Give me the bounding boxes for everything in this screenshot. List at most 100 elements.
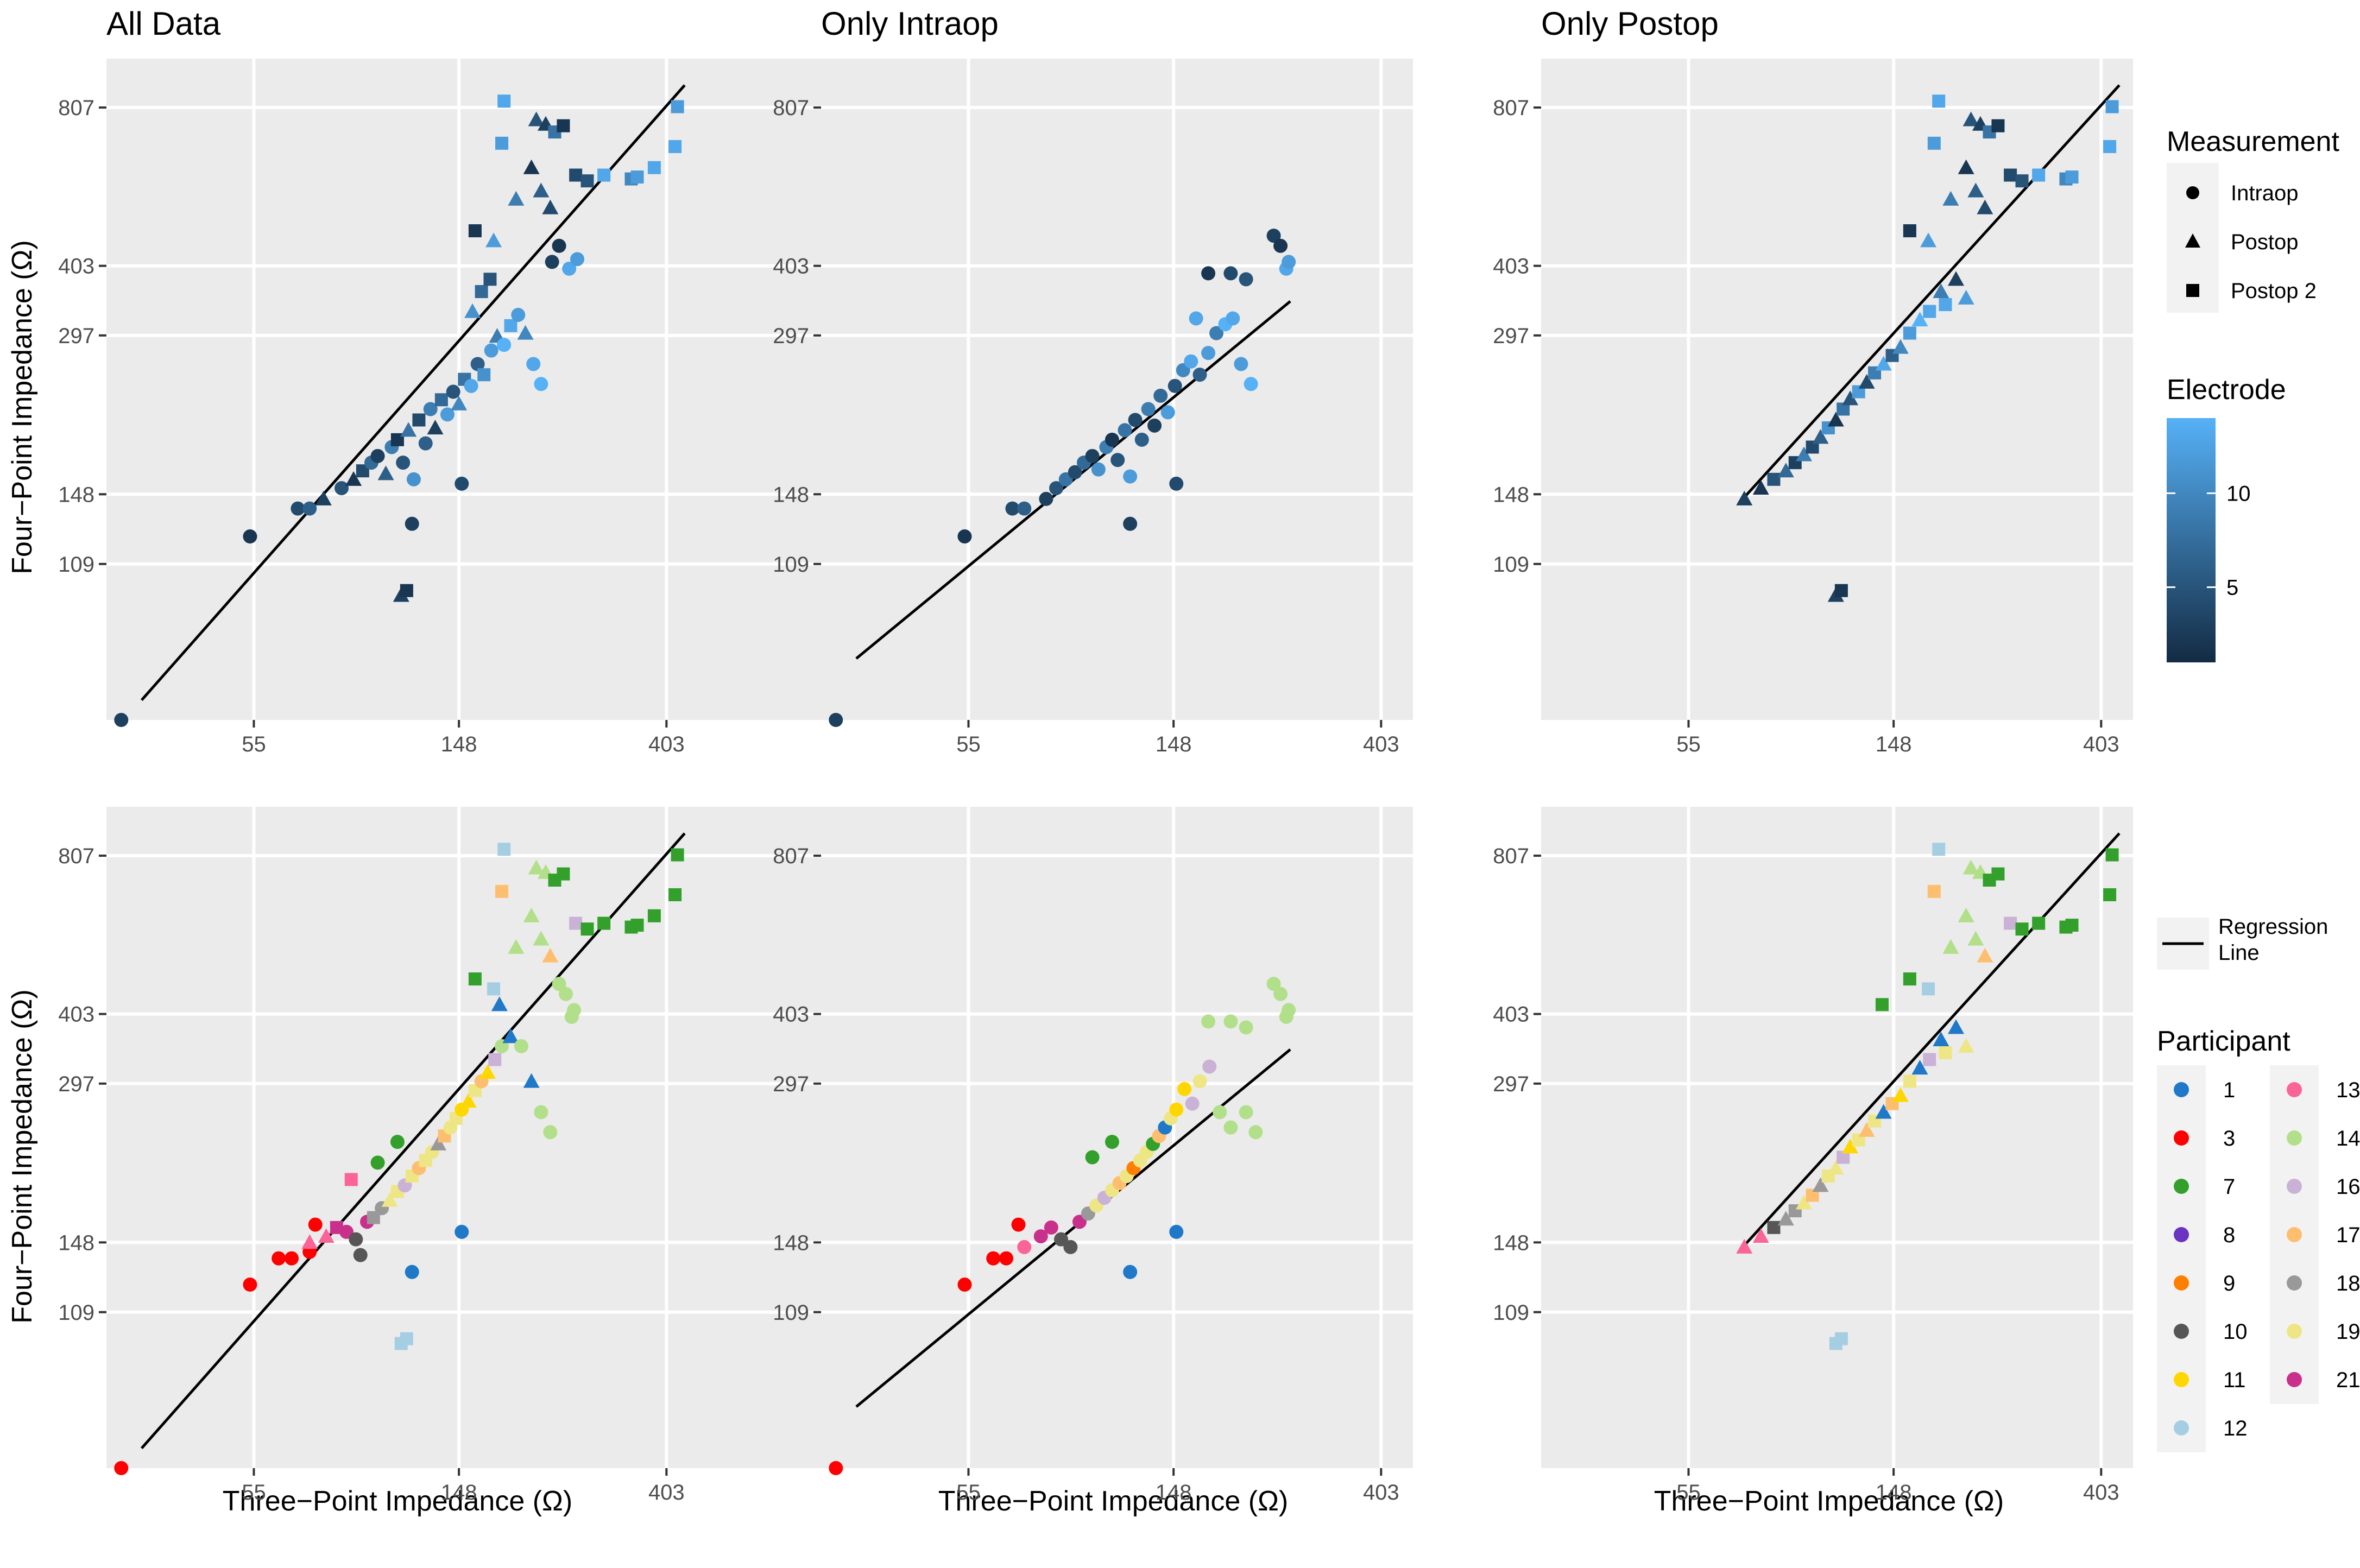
data-point-intraop — [1177, 1082, 1192, 1096]
data-point-postop2 — [1903, 972, 1916, 986]
legend-participant-swatch — [2287, 1179, 2302, 1194]
data-point-postop2 — [2065, 170, 2079, 184]
x-tick-label: 55 — [242, 732, 266, 756]
data-point-intraop — [1044, 1220, 1058, 1235]
legend-participant-label: 3 — [2223, 1127, 2235, 1150]
data-point-postop — [1777, 463, 1794, 478]
data-point-postop — [1911, 1060, 1928, 1075]
data-point-postop2 — [1991, 119, 2005, 132]
data-point-postop2 — [1903, 224, 1916, 238]
y-tick-label: 148 — [58, 483, 94, 507]
data-point-intraop — [335, 481, 349, 496]
y-tick-label: 109 — [773, 1301, 809, 1325]
data-point-postop2 — [1767, 1221, 1781, 1234]
x-tick-label: 55 — [956, 732, 981, 756]
y-tick-label: 297 — [58, 1072, 94, 1096]
panel: 55 148 403 109 148 297 403 807 — [58, 807, 869, 1504]
data-point-postop — [1892, 1087, 1909, 1102]
data-point-postop — [523, 159, 540, 174]
data-point-postop — [528, 111, 545, 127]
electrode-colorbar-ticks: 5 10 — [2167, 482, 2251, 600]
legend-postop-triangle-icon — [2185, 233, 2200, 248]
y-tick-label: 403 — [1493, 1003, 1529, 1027]
y-tick-label: 148 — [773, 1231, 809, 1255]
y-tick-label: 297 — [773, 324, 809, 348]
data-point-postop2 — [630, 919, 644, 932]
data-point-postop2 — [1834, 584, 1848, 597]
data-point-intraop — [464, 378, 478, 393]
data-point-intraop — [1169, 476, 1184, 491]
data-point-postop — [517, 325, 534, 340]
y-tick-label: 403 — [773, 255, 809, 279]
data-point-intraop — [534, 377, 548, 391]
legend-participant-swatch — [2174, 1372, 2189, 1387]
x-tick-label: 148 — [1156, 732, 1192, 756]
x-tick-label: 148 — [441, 732, 477, 756]
data-point-postop2 — [497, 94, 511, 108]
data-point-intraop — [552, 238, 566, 253]
data-point-postop — [1858, 1122, 1875, 1137]
x-tick-label: 148 — [441, 1481, 477, 1504]
data-point-postop — [528, 859, 545, 875]
data-point-postop2 — [468, 972, 482, 986]
data-point-intraop — [285, 1251, 299, 1266]
data-point-intraop — [418, 436, 433, 451]
data-point-intraop — [1017, 501, 1032, 516]
data-point-postop — [1963, 111, 1979, 127]
data-point-postop2 — [668, 888, 682, 901]
legend-measurement-label: Postop 2 — [2231, 279, 2317, 303]
data-point-postop — [318, 1228, 335, 1243]
data-point-intraop — [470, 357, 485, 371]
data-point-postop2 — [597, 168, 611, 182]
data-point-intraop — [1239, 272, 1253, 287]
data-point-postop — [1827, 412, 1844, 427]
data-point-postop — [542, 947, 559, 963]
y-tick-label: 807 — [58, 844, 94, 868]
y-tick-label: 109 — [773, 553, 809, 577]
data-point-postop — [533, 182, 550, 198]
data-point-intraop — [1063, 1240, 1078, 1254]
data-point-postop2 — [488, 1053, 502, 1066]
data-point-postop2 — [1932, 843, 1946, 856]
data-point-postop2 — [477, 368, 491, 382]
y-tick-label: 109 — [58, 1301, 94, 1325]
data-point-intraop — [562, 261, 577, 276]
panel: 55 148 403 109 148 297 403 807 — [1493, 59, 2133, 756]
legend-participant-label: 12 — [2223, 1417, 2248, 1440]
regression-line — [1737, 84, 2121, 505]
y-tick-label: 148 — [1493, 483, 1529, 507]
y-tick-label: 403 — [58, 1003, 94, 1027]
legend-participant-title: Participant — [2157, 1026, 2290, 1057]
data-point-postop2 — [2105, 848, 2119, 862]
data-point-intraop — [570, 252, 585, 267]
x-axis-label-left: Three−Point Impedance (Ω) — [223, 1485, 572, 1517]
data-point-postop — [400, 422, 417, 437]
data-point-intraop — [1123, 1264, 1138, 1279]
data-point-intraop — [406, 472, 421, 486]
data-point-postop2 — [2032, 168, 2046, 182]
legend-participant-swatch — [2174, 1179, 2189, 1194]
data-point-intraop — [497, 338, 512, 352]
data-point-postop2 — [475, 285, 488, 299]
data-point-postop — [1958, 907, 1974, 922]
data-point-postop — [377, 465, 394, 480]
data-point-postop — [533, 931, 550, 946]
data-point-intraop — [1266, 977, 1281, 991]
data-point-intraop — [484, 343, 498, 358]
legend-electrode: Electrode 5 10 — [2167, 374, 2286, 662]
x-tick-label: 148 — [1156, 1481, 1192, 1504]
legend-participant-swatch — [2287, 1130, 2302, 1146]
data-point-intraop — [339, 1224, 354, 1239]
data-point-postop — [301, 1234, 318, 1249]
legend-participant-label: 14 — [2336, 1127, 2360, 1150]
data-point-intraop — [1054, 1232, 1069, 1247]
data-point-postop — [1948, 1019, 1965, 1034]
data-point-postop2 — [647, 909, 661, 922]
y-tick-label: 807 — [773, 96, 809, 120]
data-point-intraop — [986, 1251, 1001, 1266]
legend-participant-swatch — [2287, 1227, 2302, 1242]
data-point-postop2 — [434, 393, 448, 407]
data-point-postop2 — [1767, 472, 1781, 486]
regression-line — [855, 300, 1291, 660]
